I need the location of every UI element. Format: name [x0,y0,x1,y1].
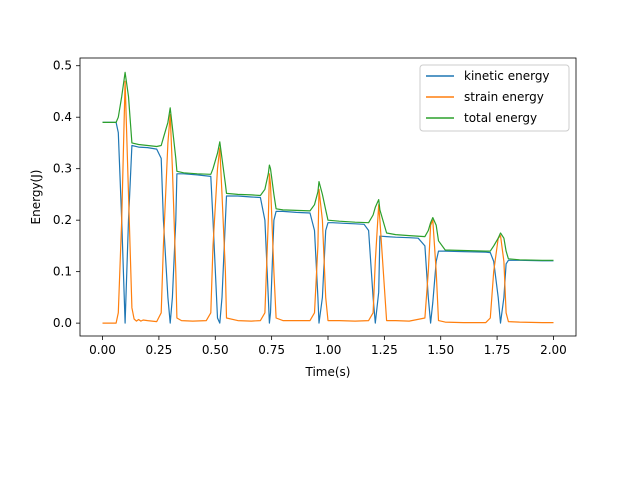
y-tick-label: 0.2 [53,213,72,227]
x-tick-label: 1.25 [371,343,398,357]
x-tick-label: 1.00 [315,343,342,357]
x-tick-label: 1.50 [427,343,454,357]
x-tick-label: 0.75 [258,343,285,357]
series-line-strain-energy [102,80,554,324]
x-tick-label: 2.00 [540,343,567,357]
y-tick-label: 0.1 [53,265,72,279]
x-tick-label: 1.75 [484,343,511,357]
x-tick-label: 0.25 [146,343,173,357]
legend-label: strain energy [464,90,544,104]
y-tick-label: 0.3 [53,162,72,176]
legend-label: kinetic energy [464,69,550,83]
y-tick-label: 0.0 [53,316,72,330]
y-axis-ticks: 0.0 0.1 0.2 0.3 0.4 0.5 [53,59,80,330]
legend-box [419,64,570,132]
x-axis-ticks: 0.00 0.25 0.50 0.75 1.00 1.25 1.50 1.75 2.00 [89,336,567,357]
y-tick-label: 0.4 [53,110,72,124]
x-tick-label: 0.50 [202,343,229,357]
legend: kinetic energy strain energy total energy [419,64,570,132]
x-axis-label: Time(s) [305,365,351,379]
series-line-kinetic-energy [102,121,554,324]
series-line-total-energy [102,71,554,261]
plot-lines [102,71,554,324]
legend-label: total energy [464,111,537,125]
y-axis-label: Energy(J) [29,170,43,225]
y-tick-label: 0.5 [53,59,72,73]
x-tick-label: 0.00 [89,343,116,357]
